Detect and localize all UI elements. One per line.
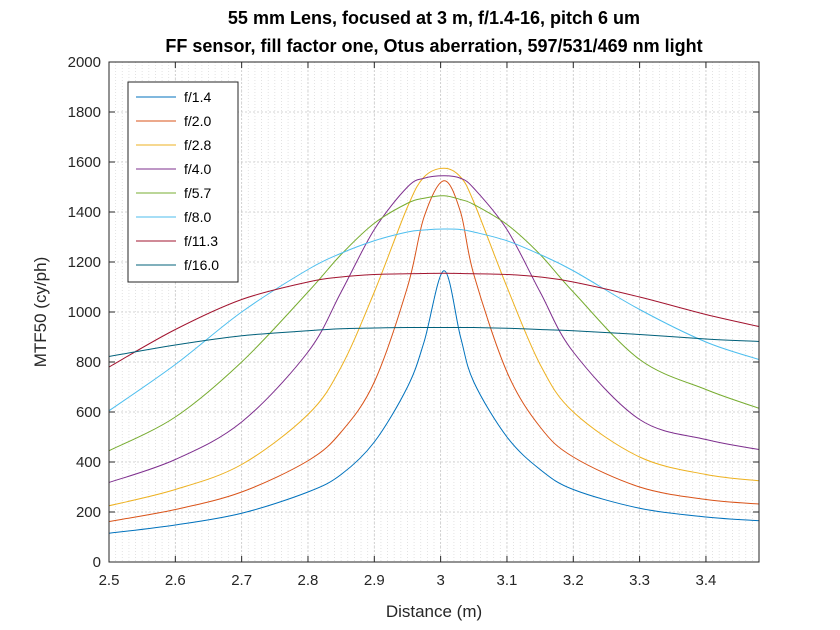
series-line-f-16-0 bbox=[109, 326, 759, 357]
y-tick-label: 800 bbox=[76, 354, 101, 371]
x-tick-label: 3 bbox=[436, 572, 444, 589]
legend-entry-f-2-0: f/2.0 bbox=[184, 113, 211, 129]
y-axis-label: MTF50 (cy/ph) bbox=[31, 257, 50, 368]
series-line-f-11-3 bbox=[109, 272, 759, 368]
y-tick-label: 1200 bbox=[68, 254, 101, 271]
y-tick-label: 2000 bbox=[68, 54, 101, 71]
y-tick-label: 400 bbox=[76, 454, 101, 471]
x-tick-label: 2.8 bbox=[298, 572, 319, 589]
legend-entry-f-16-0: f/16.0 bbox=[184, 257, 219, 273]
legend-box bbox=[127, 81, 239, 283]
legend-entry-f-1-4: f/1.4 bbox=[184, 89, 211, 105]
legend-entry-f-11-3: f/11.3 bbox=[184, 233, 218, 249]
x-tick-label: 2.7 bbox=[231, 572, 252, 589]
series-line-f-1-4 bbox=[109, 270, 759, 534]
x-tick-label: 3.2 bbox=[563, 572, 584, 589]
legend: f/1.4 f/2.0 f/2.8 f/4.0 f/5.7 f/8.0 f/11.3 f/16… bbox=[127, 81, 239, 283]
series-line-f-2-0 bbox=[109, 180, 759, 522]
y-tick-label: 0 bbox=[93, 554, 101, 571]
legend-entry-f-2-8: f/2.8 bbox=[184, 137, 211, 153]
y-tick-label: 200 bbox=[76, 504, 101, 521]
x-tick-label: 2.5 bbox=[99, 572, 120, 589]
y-tick-label: 1400 bbox=[68, 204, 101, 221]
x-tick-label: 2.9 bbox=[364, 572, 385, 589]
legend-entry-f-8-0: f/8.0 bbox=[184, 209, 211, 225]
x-tick-label: 3.1 bbox=[497, 572, 518, 589]
x-tick-label: 2.6 bbox=[165, 572, 186, 589]
chart-title-line-2: FF sensor, fill factor one, Otus aberrat… bbox=[165, 36, 702, 56]
x-tick-label: 3.3 bbox=[629, 572, 650, 589]
series-line-f-8-0 bbox=[109, 228, 759, 412]
y-tick-label: 1000 bbox=[68, 304, 101, 321]
legend-entry-f-4-0: f/4.0 bbox=[184, 161, 211, 177]
y-tick-label: 1800 bbox=[68, 104, 101, 121]
y-tick-label: 600 bbox=[76, 404, 101, 421]
legend-entry-f-5-7: f/5.7 bbox=[184, 185, 211, 201]
x-axis-label: Distance (m) bbox=[386, 602, 482, 621]
x-tick-label: 3.4 bbox=[696, 572, 717, 589]
chart-title-line-1: 55 mm Lens, focused at 3 m, f/1.4-16, pi… bbox=[228, 8, 640, 28]
ticks: 2.5 2.6 2.7 2.8 2.9 3 3.1 3.2 3.3 3.4 0 200 400 600 80… bbox=[68, 54, 759, 589]
series-lines bbox=[109, 167, 759, 534]
series-line-f-4-0 bbox=[109, 175, 759, 483]
y-tick-label: 1600 bbox=[68, 154, 101, 171]
series-line-f-2-8 bbox=[109, 167, 759, 507]
